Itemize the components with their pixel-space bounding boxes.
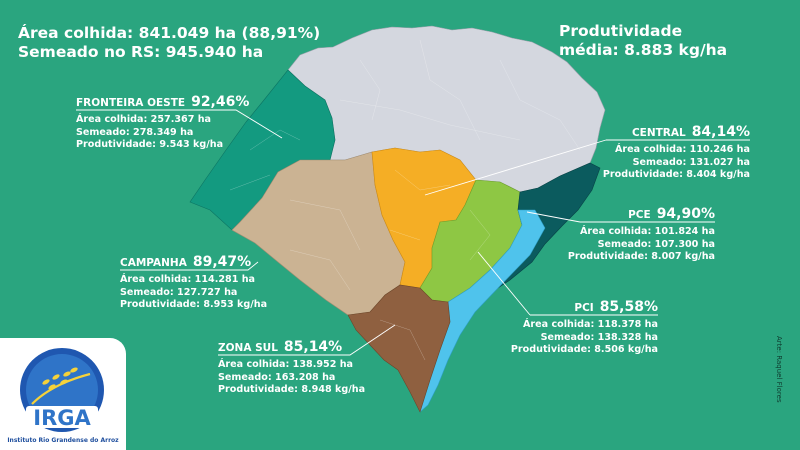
label-fronteira-oeste: FRONTEIRA OESTE 92,46% Área colhida: 257.… (76, 94, 250, 150)
label-central: CENTRAL 84,14% Área colhida: 110.246 ha S… (602, 124, 750, 180)
art-credit: Arte: Raquel Flores (775, 336, 783, 403)
irga-logo: IRGA Instituto Rio Grandense do Arroz (0, 338, 126, 450)
irga-subtitle: Instituto Rio Grandense do Arroz (7, 437, 119, 444)
irga-wordmark: IRGA (33, 406, 91, 430)
leader-lines (76, 109, 750, 356)
sown-total: Semeado no RS: 945.940 ha (18, 43, 264, 61)
label-campanha: CAMPANHA 89,47% Área colhida: 114.281 ha … (120, 254, 268, 310)
label-pce: PCE 94,90% Área colhida: 101.824 ha Semea… (567, 206, 715, 262)
municipality-borders (229, 39, 581, 361)
area-harvested-total: Área colhida: 841.049 ha (88,91%) (18, 24, 321, 42)
productivity-average: média: 8.883 kg/ha (559, 41, 728, 59)
region-zona-sul (347, 284, 451, 413)
productivity-title: Produtividade (559, 22, 683, 40)
label-zona-sul: ZONA SUL 85,14% Área colhida: 138.952 ha … (218, 339, 366, 395)
region-pci (419, 209, 546, 413)
irga-emblem-icon: IRGA (20, 348, 104, 432)
label-pci: PCI 85,58% Área colhida: 118.378 ha Semea… (510, 299, 658, 355)
